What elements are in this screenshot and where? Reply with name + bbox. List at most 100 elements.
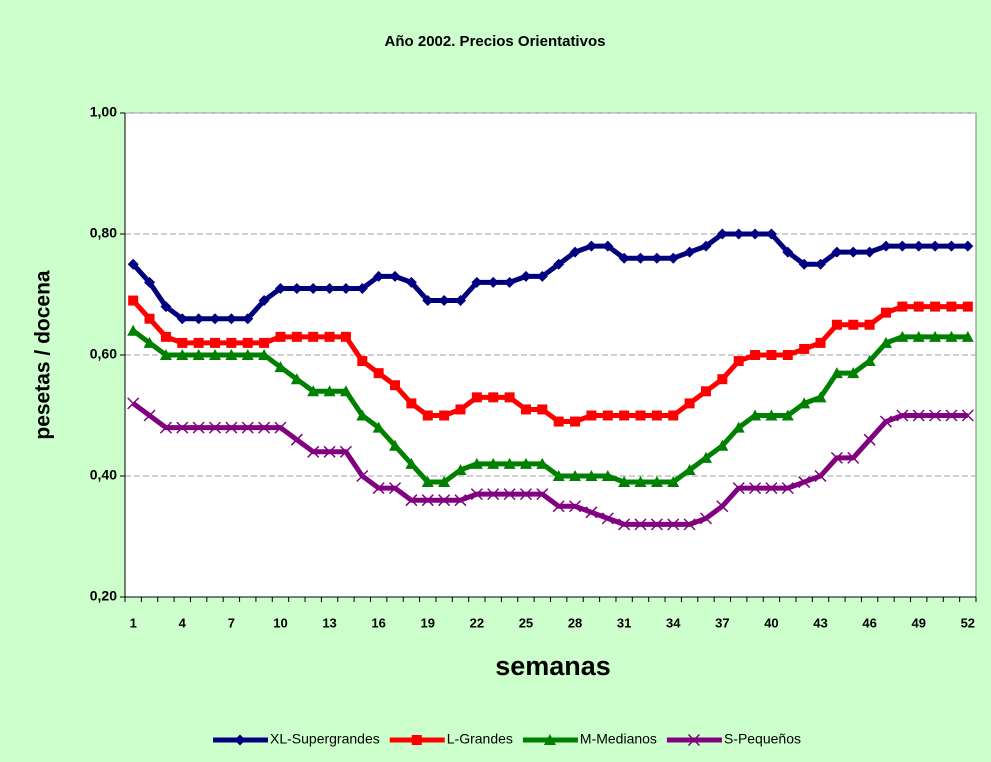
marker <box>815 258 827 270</box>
x-tick-label: 31 <box>617 615 631 630</box>
marker <box>503 457 516 469</box>
marker <box>536 488 549 501</box>
marker <box>373 368 384 379</box>
marker <box>258 421 271 434</box>
x-tick-label: 13 <box>322 615 336 630</box>
marker <box>782 246 794 258</box>
marker <box>912 330 925 342</box>
marker <box>781 409 794 421</box>
marker <box>388 482 402 495</box>
marker <box>208 421 222 434</box>
marker <box>602 240 614 252</box>
marker <box>830 451 843 464</box>
legend-label: S-Pequeños <box>724 731 801 747</box>
marker <box>455 404 466 415</box>
chart-title: Año 2002. Precios Orientativos <box>385 33 606 50</box>
marker <box>504 392 515 403</box>
marker <box>880 240 892 252</box>
marker <box>372 421 385 433</box>
marker <box>962 301 973 312</box>
legend-marker <box>411 735 422 745</box>
marker <box>274 282 286 294</box>
marker <box>193 337 204 348</box>
marker <box>519 457 532 469</box>
marker <box>422 410 433 421</box>
marker <box>879 415 893 428</box>
x-tick-label: 22 <box>470 615 484 630</box>
marker <box>716 500 729 513</box>
marker <box>537 404 548 415</box>
marker <box>733 228 745 240</box>
marker <box>830 367 843 379</box>
marker <box>258 295 270 307</box>
legend-label: L-Grandes <box>447 731 513 747</box>
marker <box>699 512 713 525</box>
marker <box>618 476 631 488</box>
marker <box>569 470 582 481</box>
marker <box>782 350 793 360</box>
marker <box>651 252 663 264</box>
marker <box>356 409 369 421</box>
marker <box>799 343 810 354</box>
marker <box>193 313 205 325</box>
marker <box>635 410 646 421</box>
y-tick-label: 0,60 <box>90 346 117 362</box>
marker <box>929 240 941 252</box>
marker <box>552 500 565 513</box>
marker <box>634 518 647 531</box>
marker <box>586 410 597 421</box>
marker <box>864 319 875 330</box>
x-tick-label: 4 <box>179 615 187 630</box>
marker <box>324 282 336 294</box>
marker <box>863 355 876 367</box>
marker <box>585 470 598 481</box>
marker <box>487 457 500 469</box>
marker <box>553 416 564 427</box>
y-tick-label: 0,40 <box>90 467 117 483</box>
marker <box>520 404 531 415</box>
series-line <box>131 231 968 322</box>
marker <box>651 410 662 421</box>
marker <box>487 488 500 501</box>
marker <box>732 421 745 433</box>
marker <box>945 240 957 252</box>
marker <box>421 476 434 488</box>
marker <box>683 463 696 475</box>
marker <box>765 409 778 421</box>
marker <box>798 258 810 270</box>
marker <box>668 410 679 421</box>
x-tick-label: 46 <box>862 615 876 630</box>
marker <box>454 494 467 507</box>
marker <box>357 356 368 367</box>
marker <box>308 331 319 342</box>
marker <box>536 457 549 469</box>
marker <box>683 518 696 531</box>
legend-marker <box>234 734 246 746</box>
marker <box>585 240 597 252</box>
marker <box>128 295 139 306</box>
marker <box>717 374 728 385</box>
marker <box>733 356 744 367</box>
marker <box>667 518 680 531</box>
marker <box>847 367 860 379</box>
marker <box>766 350 777 360</box>
marker <box>340 331 351 342</box>
y-axis-title: pesetas / docena <box>32 270 55 440</box>
marker <box>781 482 794 495</box>
legend-marker <box>687 733 700 747</box>
x-axis-title: semanas <box>495 651 611 681</box>
marker <box>896 240 908 252</box>
marker <box>323 385 336 397</box>
marker <box>242 313 254 325</box>
marker <box>323 445 336 458</box>
marker <box>732 482 745 495</box>
marker <box>454 295 466 307</box>
marker <box>765 228 777 240</box>
marker <box>913 240 925 252</box>
marker <box>684 246 696 258</box>
x-tick-label: 43 <box>813 615 827 630</box>
marker <box>569 246 581 258</box>
marker <box>504 276 516 288</box>
marker <box>650 518 663 531</box>
marker <box>634 476 647 488</box>
